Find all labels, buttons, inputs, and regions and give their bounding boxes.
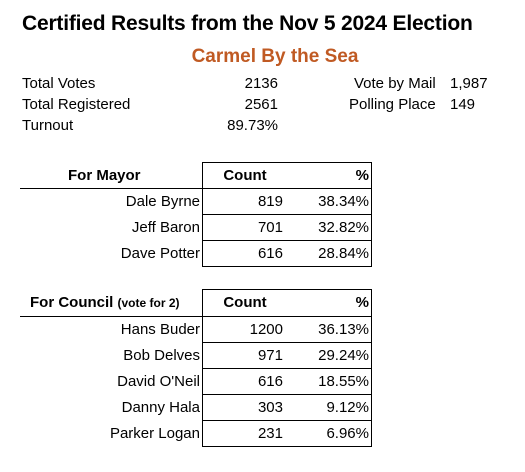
- candidate-name: Hans Buder: [120, 320, 200, 338]
- polling-place-value: 149: [450, 96, 476, 113]
- turnout-value: 89.73%: [227, 117, 278, 134]
- council-count-header: Count: [202, 289, 287, 317]
- table-row: Dave Potter 616 28.84%: [20, 240, 372, 267]
- council-header: For Council (vote for 2): [20, 289, 203, 317]
- table-row: Parker Logan 231 6.96%: [20, 420, 372, 447]
- candidate-name: David O'Neil: [117, 372, 200, 390]
- table-row: David O'Neil 616 18.55%: [20, 368, 372, 395]
- candidate-pct: 28.84%: [287, 240, 372, 267]
- turnout-label: Turnout: [22, 117, 74, 134]
- candidate-count: 701: [202, 214, 287, 241]
- table-row: Danny Hala 303 9.12%: [20, 394, 372, 421]
- total-votes-value: 2136: [244, 75, 278, 92]
- candidate-pct: 29.24%: [287, 342, 372, 369]
- candidate-count: 971: [202, 342, 287, 369]
- council-header-row: For Council (vote for 2) Count %: [20, 289, 372, 317]
- council-results-table: For Council (vote for 2) Count % Hans Bu…: [20, 289, 372, 447]
- total-registered-value: 2561: [244, 96, 278, 113]
- mayor-header-row: For Mayor Count %: [20, 162, 372, 189]
- mayor-count-header: Count: [202, 162, 287, 189]
- candidate-count: 616: [202, 368, 287, 395]
- page-title: Certified Results from the Nov 5 2024 El…: [22, 12, 473, 35]
- candidate-pct: 18.55%: [287, 368, 372, 395]
- candidate-count: 1200: [202, 316, 287, 343]
- table-row: Jeff Baron 701 32.82%: [20, 214, 372, 241]
- candidate-name: Dave Potter: [120, 245, 200, 262]
- candidate-name: Danny Hala: [121, 398, 200, 416]
- mayor-header: For Mayor: [20, 162, 203, 189]
- total-registered-label: Total Registered: [22, 96, 131, 113]
- candidate-count: 231: [202, 420, 287, 447]
- vote-by-mail-label: Vote by Mail: [354, 75, 436, 92]
- table-row: Bob Delves 971 29.24%: [20, 342, 372, 369]
- candidate-name: Bob Delves: [123, 346, 200, 364]
- candidate-pct: 6.96%: [287, 420, 372, 447]
- candidate-pct: 38.34%: [287, 188, 372, 215]
- city-subtitle: Carmel By the Sea: [191, 46, 359, 67]
- table-row: Dale Byrne 819 38.34%: [20, 188, 372, 215]
- vote-by-mail-value: 1,987: [450, 75, 488, 92]
- candidate-name: Dale Byrne: [125, 193, 200, 211]
- table-row: Hans Buder 1200 36.13%: [20, 316, 372, 343]
- candidate-name: Parker Logan: [109, 424, 200, 442]
- candidate-count: 303: [202, 394, 287, 421]
- polling-place-label: Polling Place: [349, 96, 436, 113]
- candidate-count: 819: [202, 188, 287, 215]
- candidate-name: Jeff Baron: [131, 219, 200, 236]
- council-pct-header: %: [287, 289, 372, 317]
- candidate-count: 616: [202, 240, 287, 267]
- candidate-pct: 9.12%: [287, 394, 372, 421]
- mayor-pct-header: %: [287, 162, 372, 189]
- candidate-pct: 32.82%: [287, 214, 372, 241]
- council-header-label: For Council: [30, 293, 114, 311]
- council-header-note: (vote for 2): [117, 295, 180, 310]
- mayor-results-table: For Mayor Count % Dale Byrne 819 38.34% …: [20, 162, 372, 267]
- total-votes-label: Total Votes: [22, 75, 96, 92]
- candidate-pct: 36.13%: [287, 316, 372, 343]
